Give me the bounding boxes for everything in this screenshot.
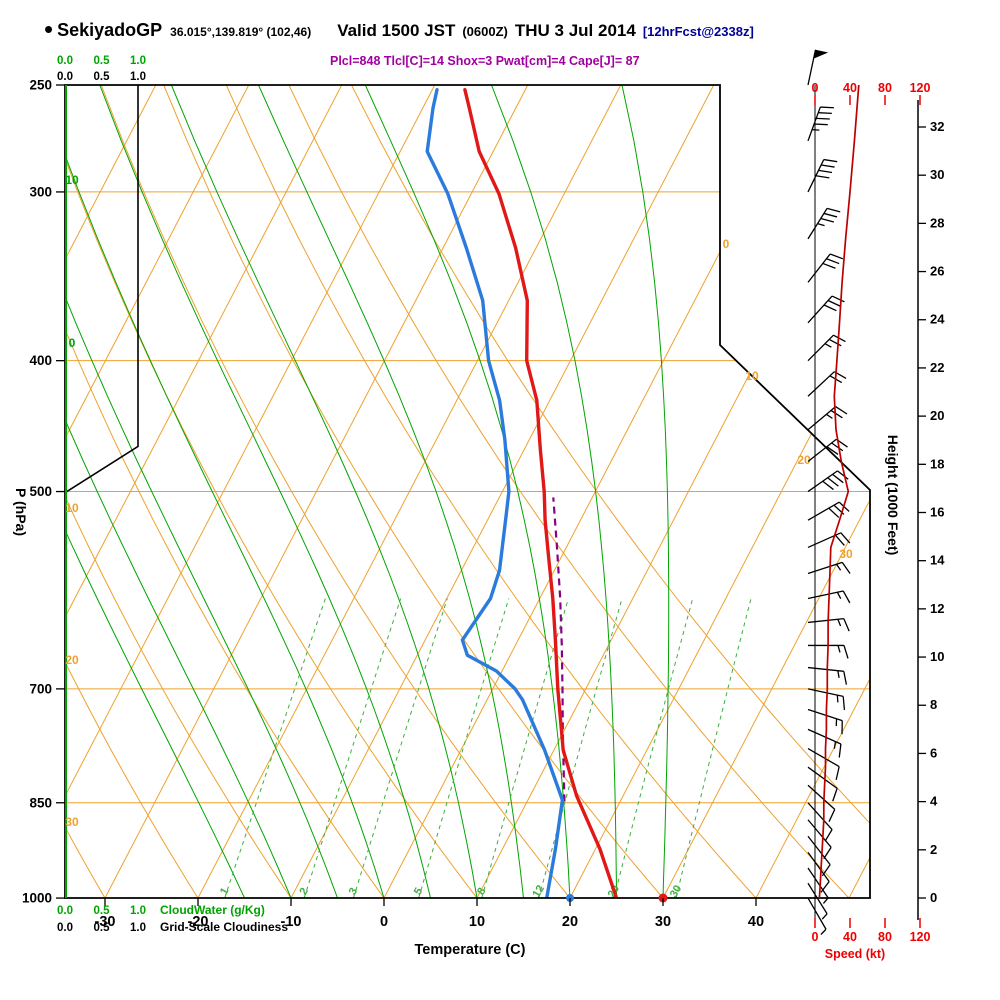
valid-time-utc: (0600Z) (462, 24, 508, 39)
svg-text:0.0: 0.0 (57, 922, 73, 934)
svg-text:0.5: 0.5 (94, 55, 111, 67)
svg-text:-30: -30 (95, 914, 116, 930)
svg-text:Grid-Scale Cloudiness: Grid-Scale Cloudiness (160, 920, 288, 934)
svg-text:10: 10 (65, 501, 79, 515)
svg-text:0: 0 (812, 81, 819, 95)
svg-text:26: 26 (930, 264, 944, 279)
svg-text:2: 2 (930, 842, 937, 857)
forecast-tag: [12hrFcst@2338z] (642, 24, 754, 39)
svg-text:22: 22 (930, 360, 944, 375)
params-line: Plcl=848 Tlcl[C]=14 Shox=3 Pwat[cm]=4 Ca… (330, 54, 640, 68)
svg-text:30: 30 (65, 815, 79, 829)
svg-text:0.0: 0.0 (57, 905, 73, 917)
svg-text:30: 30 (930, 167, 944, 182)
station-coords: 36.015°,139.819° (102,46) (170, 25, 312, 39)
dewpoint-trace (425, 88, 565, 898)
speed-curve (818, 84, 860, 899)
svg-text:40: 40 (843, 81, 857, 95)
valid-date: THU 3 Jul 2014 (514, 21, 636, 40)
svg-text:40: 40 (748, 914, 764, 930)
svg-text:10: 10 (469, 914, 485, 930)
svg-text:700: 700 (29, 681, 52, 696)
svg-text:CloudWater (g/Kg): CloudWater (g/Kg) (160, 903, 265, 917)
svg-text:1000: 1000 (22, 891, 52, 906)
valid-time: Valid 1500 JST (337, 21, 456, 40)
svg-text:24: 24 (930, 312, 945, 327)
svg-text:1.0: 1.0 (130, 55, 146, 67)
svg-text:40: 40 (843, 930, 857, 944)
svg-text:0: 0 (723, 237, 730, 251)
wind-barbs (807, 49, 851, 935)
svg-text:P (hPa): P (hPa) (13, 488, 29, 536)
svg-text:5: 5 (412, 886, 425, 897)
svg-text:80: 80 (878, 930, 892, 944)
svg-text:Speed (kt): Speed (kt) (825, 947, 885, 961)
svg-text:0.0: 0.0 (57, 55, 73, 67)
svg-text:8: 8 (930, 697, 937, 712)
skewt-grid: 1 2 3 5 8 12 20 30 (65, 85, 870, 900)
svg-text:2: 2 (297, 886, 310, 897)
svg-text:0: 0 (812, 930, 819, 944)
svg-text:80: 80 (878, 81, 892, 95)
svg-text:32: 32 (930, 119, 944, 134)
svg-text:30: 30 (668, 883, 685, 900)
svg-text:28: 28 (930, 215, 944, 230)
parcel-trace (552, 497, 566, 802)
svg-text:12: 12 (930, 601, 944, 616)
temperature-trace (463, 88, 619, 898)
svg-text:8: 8 (475, 886, 488, 897)
svg-text:Height (1000 Feet): Height (1000 Feet) (885, 435, 901, 556)
svg-text:14: 14 (930, 553, 945, 568)
svg-text:6: 6 (930, 745, 937, 760)
svg-text:20: 20 (65, 653, 79, 667)
svg-text:0.5: 0.5 (94, 71, 111, 83)
station-name: SekiyadoGP (57, 20, 163, 40)
svg-text:30: 30 (655, 914, 671, 930)
svg-text:10: 10 (745, 369, 759, 383)
svg-text:300: 300 (29, 184, 52, 199)
svg-text:400: 400 (29, 353, 52, 368)
station-bullet-icon: • (44, 14, 54, 44)
svg-text:1.0: 1.0 (130, 905, 146, 917)
chart-header: • SekiyadoGP 36.015°,139.819° (102,46) Vali… (44, 16, 754, 42)
svg-text:10: 10 (930, 649, 944, 664)
svg-text:0: 0 (930, 890, 937, 905)
svg-text:3: 3 (347, 886, 360, 897)
svg-text:10: 10 (65, 173, 79, 187)
cloudiness-trace (65, 85, 139, 494)
svg-text:16: 16 (930, 504, 944, 519)
svg-text:Temperature (C): Temperature (C) (415, 942, 526, 958)
svg-text:18: 18 (930, 456, 944, 471)
svg-text:0.5: 0.5 (94, 922, 111, 934)
svg-text:850: 850 (29, 795, 52, 810)
svg-text:-10: -10 (281, 914, 302, 930)
svg-text:20: 20 (930, 408, 944, 423)
svg-text:20: 20 (562, 914, 578, 930)
svg-text:1: 1 (218, 886, 231, 897)
svg-text:0: 0 (380, 914, 388, 930)
svg-text:0.0: 0.0 (57, 71, 73, 83)
svg-text:30: 30 (839, 547, 853, 561)
svg-text:500: 500 (29, 484, 52, 499)
svg-text:120: 120 (910, 81, 931, 95)
svg-text:0: 0 (69, 336, 76, 350)
svg-text:250: 250 (29, 78, 52, 93)
svg-text:1.0: 1.0 (130, 922, 146, 934)
svg-text:4: 4 (930, 794, 938, 809)
svg-text:120: 120 (910, 930, 931, 944)
svg-text:20: 20 (797, 453, 811, 467)
svg-text:1.0: 1.0 (130, 71, 146, 83)
svg-text:12: 12 (531, 883, 548, 900)
svg-text:0.5: 0.5 (94, 905, 111, 917)
svg-text:-20: -20 (188, 914, 209, 930)
